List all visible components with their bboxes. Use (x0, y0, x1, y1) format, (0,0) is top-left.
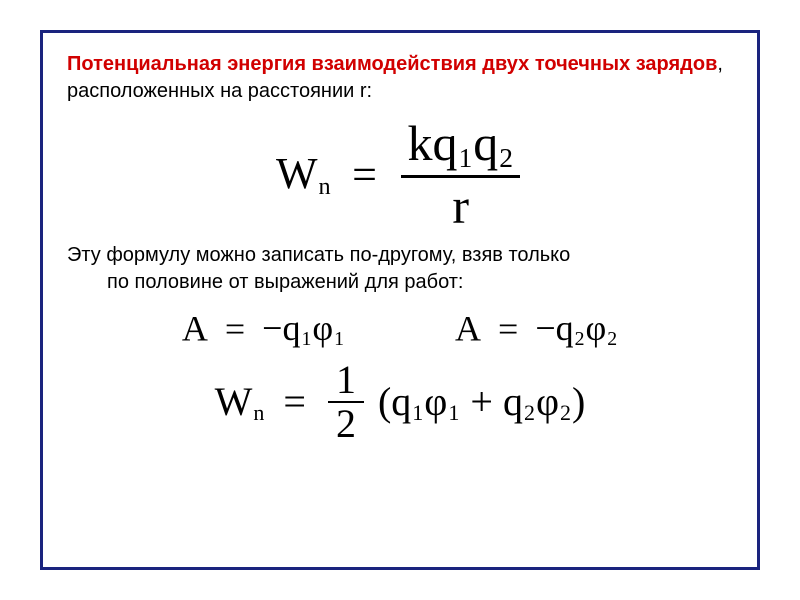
sum-lhs: Wn (215, 379, 266, 424)
sum-plus: + (470, 379, 493, 424)
main-numerator: kq1q2 (401, 117, 520, 178)
wf2-q-sub: 2 (574, 328, 586, 350)
sum-q2-sub: 2 (523, 400, 536, 425)
work-formula-row: A = −q1φ1 A = −q2φ2 (67, 304, 733, 351)
sum-phi2-sub: 2 (559, 400, 572, 425)
sum-open: ( (378, 379, 391, 424)
sum-q1-sub: 1 (411, 400, 424, 425)
equals-sign: = (344, 150, 385, 199)
wf2-phi: φ (586, 308, 607, 348)
num-q2-sub: 2 (498, 142, 514, 173)
wf2-eq: = (490, 309, 526, 349)
wf2-phi-sub: 2 (606, 328, 618, 350)
wf1-q-sub: 1 (300, 328, 312, 350)
sum-eq: = (275, 379, 314, 424)
mid-line1: Эту формулу можно записать по-другому, в… (67, 244, 570, 266)
num-k: k (407, 115, 432, 171)
wf1-phi-sub: 1 (333, 328, 345, 350)
intro-paragraph: Потенциальная энергия взаимодействия дву… (67, 51, 733, 105)
main-formula: Wn = kq1q2 r (67, 117, 733, 232)
half-den: 2 (328, 403, 364, 445)
mid-paragraph: Эту формулу можно записать по-другому, в… (67, 242, 733, 296)
wf2-minus: − (535, 308, 555, 348)
sum-close: ) (572, 379, 585, 424)
main-denominator: r (401, 178, 520, 233)
wf1-A: A (182, 309, 208, 349)
sum-phi1-sub: 1 (447, 400, 460, 425)
sum-phi1: φ (424, 379, 447, 424)
wf1-q: q (282, 308, 300, 348)
intro-highlight: Потенциальная энергия взаимодействия дву… (67, 53, 717, 75)
sum-lhs-sub: n (252, 400, 265, 425)
main-lhs-sub: n (318, 173, 332, 200)
mid-line2: по половине от выражений для работ: (67, 269, 733, 296)
sum-lhs-base: W (215, 379, 253, 424)
main-lhs: Wn (276, 149, 332, 198)
sum-parens: (q1φ1 + q2φ2) (378, 379, 585, 424)
wf1-phi: φ (312, 308, 333, 348)
one-half: 1 2 (328, 359, 364, 445)
work-formula-1: A = −q1φ1 (182, 304, 345, 351)
sum-phi2: φ (536, 379, 559, 424)
half-num: 1 (328, 359, 364, 403)
num-q2: q (473, 115, 498, 171)
sum-q2: q (503, 379, 523, 424)
num-q1: q (432, 115, 457, 171)
wf1-eq: = (217, 309, 253, 349)
sum-q1: q (391, 379, 411, 424)
content-frame: Потенциальная энергия взаимодействия дву… (40, 30, 760, 570)
wf2-q: q (556, 308, 574, 348)
sum-formula: Wn = 1 2 (q1φ1 + q2φ2) (67, 359, 733, 445)
work-formula-2: A = −q2φ2 (455, 304, 618, 351)
num-q1-sub: 1 (457, 142, 473, 173)
wf2-A: A (455, 309, 481, 349)
wf1-minus: − (262, 308, 282, 348)
main-fraction: kq1q2 r (401, 117, 520, 232)
main-lhs-base: W (276, 149, 318, 198)
